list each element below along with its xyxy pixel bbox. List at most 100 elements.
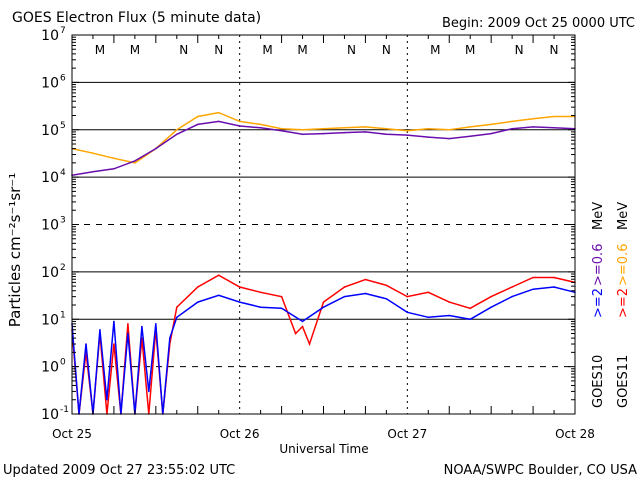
data-point xyxy=(553,286,555,288)
data-point xyxy=(406,134,409,136)
data-point xyxy=(511,120,513,123)
data-point xyxy=(85,343,87,345)
data-point xyxy=(217,294,220,297)
data-point xyxy=(148,390,150,393)
y-tick-label: 10 xyxy=(41,407,59,423)
data-point xyxy=(469,135,472,138)
data-point xyxy=(448,301,451,303)
data-point xyxy=(217,274,220,277)
y-tick-label: 10 xyxy=(41,265,59,281)
eclipse-marker: N xyxy=(382,43,391,57)
data-point xyxy=(322,306,325,308)
data-point xyxy=(301,133,304,136)
data-point xyxy=(343,286,346,288)
y-tick-exponent: 3 xyxy=(60,216,66,226)
data-point xyxy=(217,111,220,114)
data-point xyxy=(92,170,94,173)
begin-label: Begin: 2009 Oct 25 0000 UTC xyxy=(442,16,635,31)
data-point xyxy=(490,306,492,308)
data-point xyxy=(364,131,367,133)
eclipse-marker: N xyxy=(347,43,356,57)
data-point xyxy=(259,126,262,129)
y-tick-label: 10 xyxy=(41,360,59,376)
data-point xyxy=(308,343,311,345)
data-point xyxy=(469,318,472,321)
data-point xyxy=(385,133,388,136)
eclipse-marker: M xyxy=(430,43,440,57)
data-point xyxy=(127,323,129,325)
data-point xyxy=(280,130,283,132)
data-point xyxy=(259,291,262,294)
data-point xyxy=(511,127,513,130)
data-point xyxy=(92,152,94,154)
data-point xyxy=(238,120,241,123)
data-point xyxy=(196,286,199,288)
data-point xyxy=(238,301,241,303)
eclipse-marker: M xyxy=(297,43,307,57)
y-tick-label: 10 xyxy=(41,218,59,234)
eclipse-marker: N xyxy=(179,43,188,57)
data-point xyxy=(427,127,430,130)
y-tick-label: 10 xyxy=(41,170,59,186)
legend-goes10-unit: MeV xyxy=(591,202,606,230)
data-point xyxy=(427,136,430,138)
eclipse-marker: M xyxy=(262,43,272,57)
updated-timestamp: Updated 2009 Oct 27 23:55:02 UTC xyxy=(3,463,235,478)
data-point xyxy=(448,128,451,131)
eclipse-marker: M xyxy=(465,43,475,57)
data-point xyxy=(113,343,115,345)
data-point xyxy=(238,286,241,288)
series-line xyxy=(71,274,576,415)
credit-label: NOAA/SWPC Boulder, CO USA xyxy=(444,463,637,478)
y-tick-label: 10 xyxy=(41,123,59,139)
data-point xyxy=(175,133,178,136)
data-point xyxy=(553,115,555,118)
data-point xyxy=(469,307,472,310)
eclipse-marker: N xyxy=(515,43,524,57)
series-lines xyxy=(71,111,576,415)
data-point xyxy=(196,301,199,303)
data-point xyxy=(113,320,115,323)
x-axis-label: Universal Time xyxy=(279,442,368,456)
y-tick-label: 10 xyxy=(41,312,59,328)
data-point xyxy=(301,320,304,323)
data-point xyxy=(113,157,115,160)
data-point xyxy=(322,301,325,303)
y-tick-exponent: 2 xyxy=(60,263,66,273)
y-tick-exponent: 6 xyxy=(60,73,66,83)
data-point xyxy=(217,120,220,123)
data-point xyxy=(280,295,283,298)
data-point xyxy=(155,147,157,150)
data-point xyxy=(511,295,513,298)
legend-goes10-ch1: >=2 xyxy=(591,288,606,318)
data-point xyxy=(532,288,534,291)
y-tick-exponent: 5 xyxy=(60,121,66,131)
data-point xyxy=(490,295,492,298)
data-point xyxy=(175,316,178,319)
grid xyxy=(72,35,575,414)
data-point xyxy=(553,126,555,129)
data-point xyxy=(169,337,171,339)
eclipse-marker: M xyxy=(95,43,105,57)
data-point xyxy=(155,323,157,325)
data-point xyxy=(553,276,555,279)
data-point xyxy=(301,325,304,328)
data-point xyxy=(141,325,143,328)
legend-goes11-sat: GOES11 xyxy=(616,355,631,408)
eclipse-marker: N xyxy=(214,43,223,57)
y-tick-exponent: 0 xyxy=(60,358,66,368)
y-axis-label: Particles cm⁻²s⁻¹sr⁻¹ xyxy=(6,173,24,327)
y-tick-label: 10 xyxy=(41,28,59,44)
x-tick-label: Oct 28 xyxy=(555,427,595,441)
data-point xyxy=(532,276,534,279)
eclipse-marker: M xyxy=(130,43,140,57)
data-point xyxy=(406,130,409,132)
data-point xyxy=(385,298,388,300)
data-point xyxy=(406,295,409,298)
data-point xyxy=(448,314,451,317)
data-point xyxy=(364,292,367,295)
x-tick-label: Oct 26 xyxy=(220,427,260,441)
legend-goes10: GOES10 >=2 >=0.6 MeV xyxy=(591,202,606,408)
